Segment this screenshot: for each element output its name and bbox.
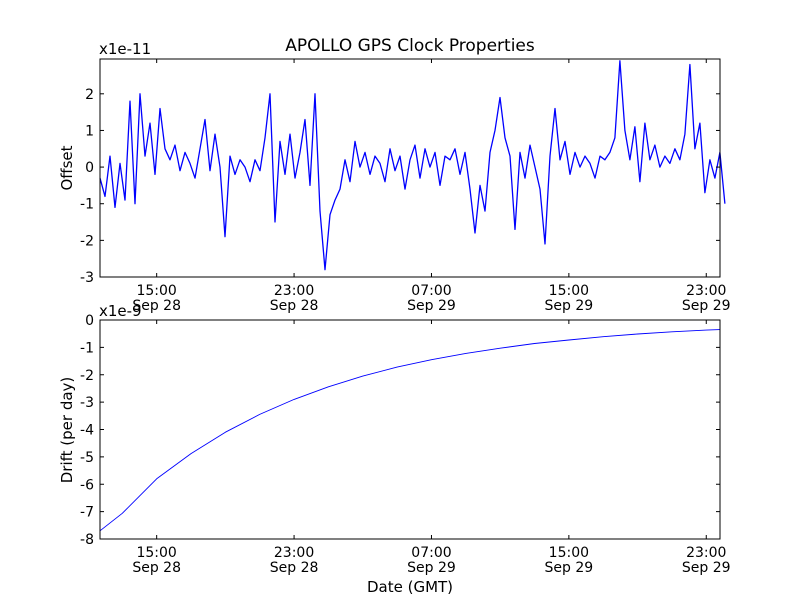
x-tick-label-date: Sep 28 <box>270 298 319 314</box>
y-tick-label: -8 <box>80 532 94 548</box>
y-tick-label: -6 <box>80 477 94 493</box>
x-tick-label-date: Sep 28 <box>132 560 181 576</box>
drift-ylabel: Drift (per day) <box>58 377 76 484</box>
y-tick-label: 0 <box>85 313 94 329</box>
y-tick-label: -3 <box>80 270 94 286</box>
x-tick-label-date: Sep 28 <box>270 560 319 576</box>
x-tick-label-time: 15:00 <box>136 283 176 299</box>
x-tick-label-time: 23:00 <box>686 545 726 561</box>
drift-scale-label: x1e-9 <box>99 302 142 320</box>
x-tick-label-date: Sep 29 <box>682 298 731 314</box>
offset-scale-label: x1e-11 <box>99 40 151 58</box>
y-tick-label: -4 <box>80 423 94 439</box>
offset-ylabel: Offset <box>58 145 76 190</box>
x-tick-label-date: Sep 29 <box>545 298 594 314</box>
x-tick-label-time: 15:00 <box>549 283 589 299</box>
x-tick-label-time: 23:00 <box>686 283 726 299</box>
x-tick-label-date: Sep 28 <box>132 298 181 314</box>
y-tick-label: -7 <box>80 505 94 521</box>
axes-frame <box>99 319 721 540</box>
x-tick-label-date: Sep 29 <box>407 560 456 576</box>
x-tick-label-time: 07:00 <box>411 283 451 299</box>
x-tick-label-time: 15:00 <box>549 545 589 561</box>
x-tick-label-date: Sep 29 <box>682 560 731 576</box>
axes-frame <box>99 58 721 278</box>
y-tick-label: 0 <box>85 160 94 176</box>
y-tick-label: -5 <box>80 450 94 466</box>
x-tick-label-time: 23:00 <box>274 283 314 299</box>
y-tick-label: -1 <box>80 197 94 213</box>
x-tick-label-time: 15:00 <box>136 545 176 561</box>
y-tick-label: 2 <box>85 87 94 103</box>
y-tick-label: -2 <box>80 368 94 384</box>
drift-xlabel: Date (GMT) <box>367 578 453 596</box>
y-tick-label: -1 <box>80 340 94 356</box>
y-tick-label: -2 <box>80 233 94 249</box>
x-tick-label-date: Sep 29 <box>407 298 456 314</box>
y-tick-label: -3 <box>80 395 94 411</box>
x-tick-label-time: 07:00 <box>411 545 451 561</box>
offset-series-line <box>99 60 726 271</box>
drift-series-line <box>99 329 721 532</box>
y-tick-label: 1 <box>85 123 94 139</box>
chart-title: APOLLO GPS Clock Properties <box>285 36 535 56</box>
x-tick-label-date: Sep 29 <box>545 560 594 576</box>
x-tick-label-time: 23:00 <box>274 545 314 561</box>
